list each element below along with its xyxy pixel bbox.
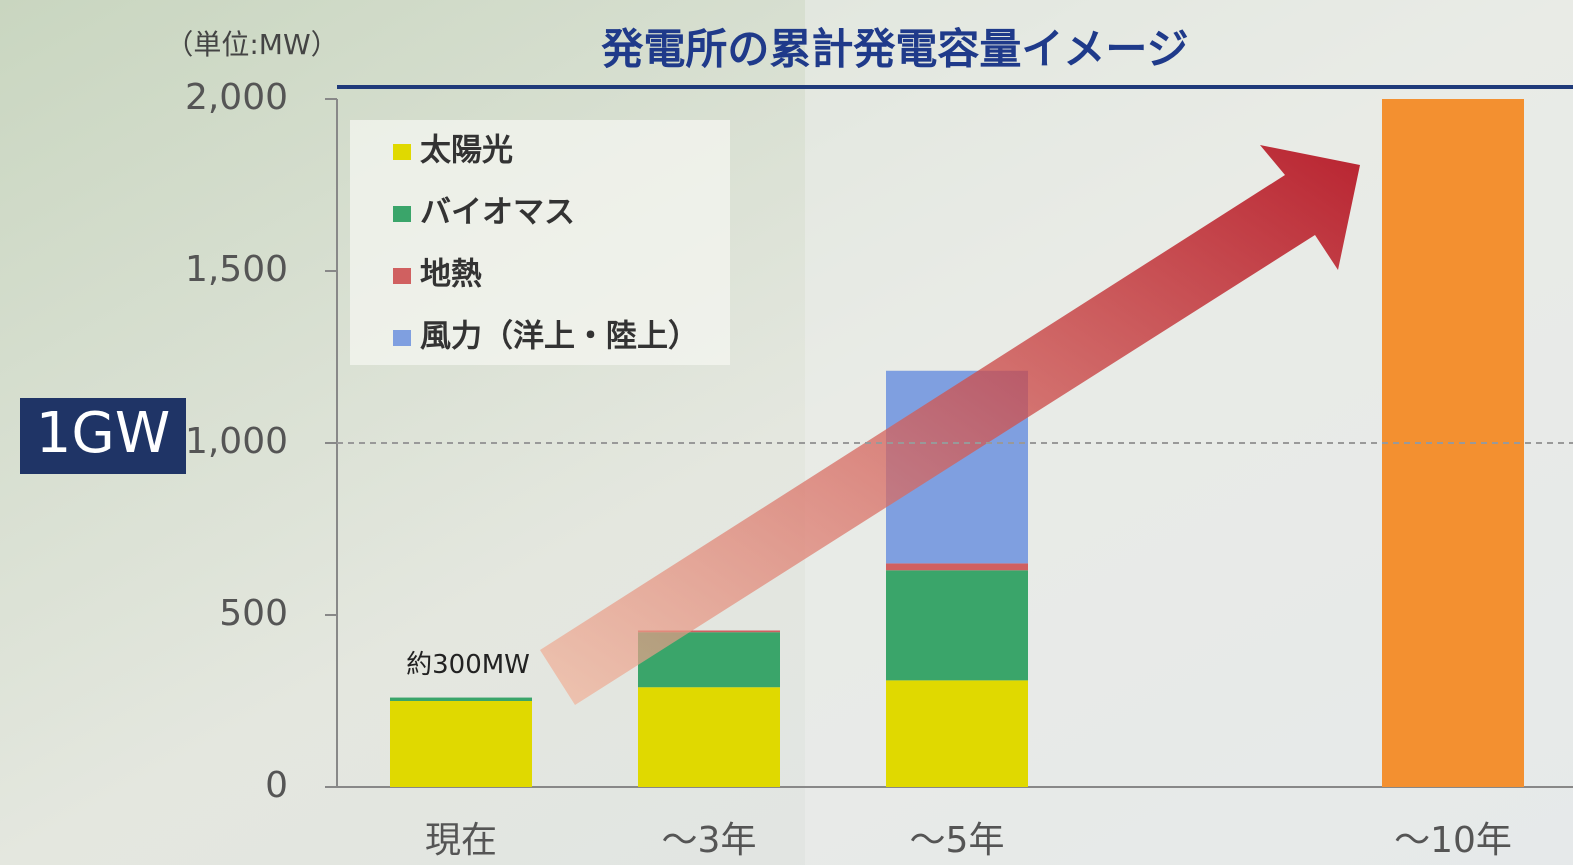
- chart-title: 発電所の累計発電容量イメージ: [601, 25, 1188, 74]
- x-tick-label: ～10年: [1394, 820, 1512, 861]
- legend-swatch: [393, 206, 411, 222]
- bar-segment: [390, 698, 532, 701]
- bar-segment: [886, 563, 1028, 570]
- legend-swatch: [393, 330, 411, 346]
- legend-label: 太陽光: [420, 133, 513, 169]
- y-tick-label: 500: [219, 593, 288, 634]
- y-tick-label: 2,000: [185, 77, 288, 118]
- bar-segment: [638, 687, 780, 787]
- unit-label: （単位:MW）: [165, 28, 338, 61]
- legend-swatch: [393, 144, 411, 160]
- legend-swatch: [393, 268, 411, 284]
- legend-label: 風力（洋上・陸上）: [420, 319, 699, 355]
- y-tick-label: 1,500: [185, 249, 288, 290]
- legend-label: 地熱: [420, 257, 482, 293]
- x-tick-label: 現在: [425, 820, 497, 861]
- annotation: 約300MW: [406, 650, 530, 680]
- legend-label: バイオマス: [420, 195, 575, 231]
- y-tick-label: 0: [265, 765, 288, 806]
- page: 発電所の累計発電容量イメージ （単位:MW） 1GW 約300MW 太陽光バイオマス…: [0, 0, 1573, 865]
- bar-segment: [886, 680, 1028, 787]
- bar-segment: [886, 570, 1028, 680]
- x-tick-label: ～3年: [662, 820, 757, 861]
- reference-label: 1GW: [36, 401, 170, 466]
- x-tick-label: ～5年: [910, 820, 1005, 861]
- chart: 発電所の累計発電容量イメージ （単位:MW） 1GW 約300MW 太陽光バイオマス…: [0, 0, 1573, 865]
- bar-segment: [390, 701, 532, 787]
- y-tick-label: 1,000: [185, 421, 288, 462]
